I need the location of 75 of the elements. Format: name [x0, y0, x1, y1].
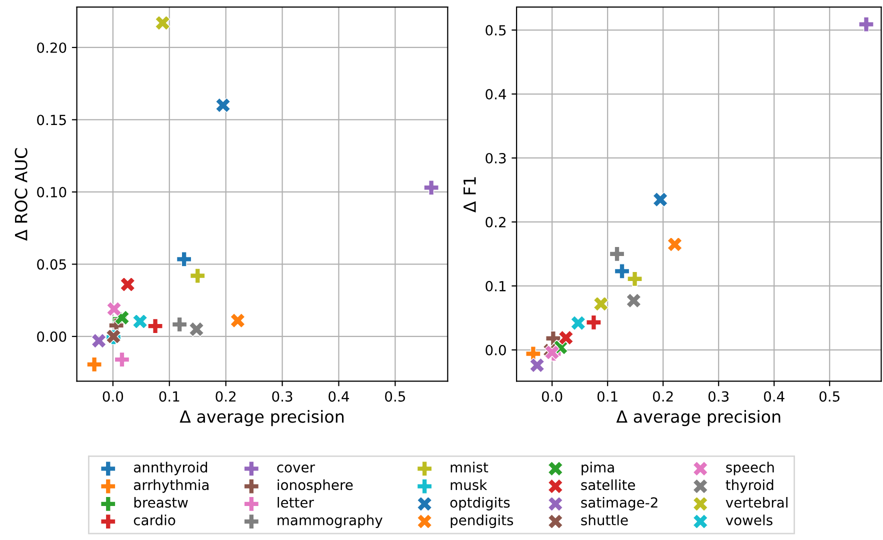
y-tick-label: 0.5 — [486, 25, 506, 36]
point — [172, 316, 188, 332]
y-tick-label: 0.4 — [486, 88, 506, 100]
point — [176, 252, 192, 267]
x-tick-label: 0.2 — [216, 391, 236, 402]
point — [114, 352, 130, 368]
point — [593, 296, 609, 312]
point — [586, 314, 602, 330]
x-tick-label: 0.0 — [542, 391, 562, 402]
point — [188, 322, 204, 337]
y-tick-label: 0.10 — [37, 186, 66, 198]
y-tick-label: 0.20 — [37, 42, 66, 53]
point — [148, 318, 163, 334]
legend-label: satellite — [581, 479, 635, 490]
point — [858, 16, 874, 32]
point — [91, 333, 106, 348]
legend-label: optdigits — [450, 496, 510, 510]
x-tick-label: 0.3 — [708, 391, 729, 402]
x-tick-label: 0.3 — [272, 391, 292, 402]
point — [614, 264, 630, 279]
point — [132, 314, 148, 330]
legend-label: thyroid — [726, 479, 774, 493]
point — [86, 356, 102, 372]
x-axis-title: Δ average precision — [180, 410, 344, 426]
point — [570, 315, 586, 331]
point — [154, 15, 170, 31]
legend-label: mnist — [450, 462, 488, 473]
legend-label: speech — [726, 462, 774, 476]
legend-label: shuttle — [581, 514, 628, 526]
legend-label: satimage-2 — [581, 496, 658, 510]
legend-label: vowels — [726, 514, 772, 526]
y-axis-title: Δ ROC AUC — [14, 148, 28, 241]
legend-label: pendigits — [450, 514, 514, 528]
y-tick-label: 0.1 — [486, 280, 506, 292]
x-axis-title: Δ average precision — [616, 410, 780, 426]
legend-label: ionosphere — [278, 479, 353, 493]
point — [667, 236, 682, 252]
legend-label: cover — [277, 464, 316, 473]
point — [106, 301, 122, 317]
point — [230, 312, 246, 328]
point — [215, 98, 231, 113]
x-tick-label: 0.0 — [102, 391, 124, 402]
point — [627, 271, 642, 287]
x-tick-label: 0.5 — [819, 391, 840, 402]
legend-label: mammography — [278, 514, 382, 528]
x-tick-label: 0.1 — [159, 391, 180, 402]
y-tick-label: 0.15 — [37, 114, 66, 126]
x-tick-label: 0.1 — [597, 391, 618, 402]
legend-label: breastw — [134, 496, 188, 508]
x-tick-label: 0.4 — [764, 391, 784, 402]
point — [626, 293, 642, 308]
legend-label: vertebral — [726, 496, 788, 508]
point — [190, 268, 206, 284]
y-tick-label: 0.3 — [486, 152, 506, 164]
legend-label: letter — [278, 496, 314, 508]
y-tick-label: 0.00 — [37, 331, 66, 342]
x-tick-label: 0.4 — [328, 391, 350, 402]
y-tick-label: 0.0 — [486, 344, 506, 356]
point — [529, 358, 545, 373]
point — [652, 192, 668, 208]
legend-label: arrhythmia — [134, 479, 208, 493]
point — [424, 180, 439, 196]
point — [120, 276, 136, 292]
legend-label: cardio — [134, 514, 176, 526]
y-axis-title: Δ F1 — [464, 177, 476, 212]
y-tick-label: 0.05 — [37, 259, 66, 270]
point — [526, 346, 541, 362]
x-tick-label: 0.2 — [652, 391, 673, 402]
legend-label: annthyroid — [134, 462, 208, 476]
x-tick-label: 0.5 — [385, 391, 406, 402]
legend-label: musk — [450, 479, 488, 490]
legend-label: pima — [582, 462, 614, 476]
point — [609, 246, 625, 262]
y-tick-label: 0.2 — [486, 216, 506, 228]
point — [558, 330, 574, 346]
